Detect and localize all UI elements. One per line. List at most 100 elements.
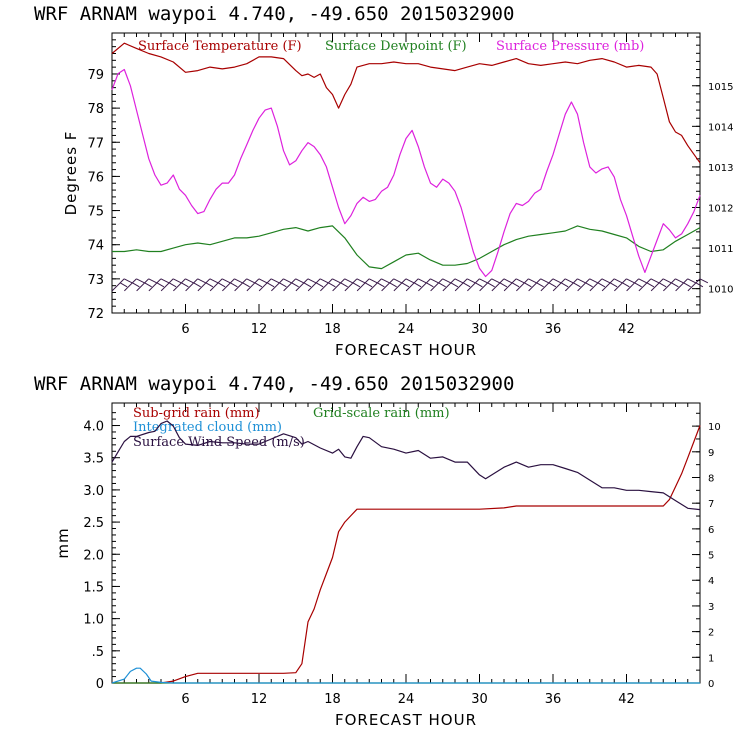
wind-barb-flag	[528, 278, 537, 284]
top-x-tick-label: 12	[251, 322, 268, 337]
wind-barb-flag	[426, 282, 434, 288]
wind-barb-flag	[185, 278, 194, 284]
wind-barb-flag	[377, 282, 385, 288]
wind-barb	[540, 278, 562, 292]
wind-barb-flag	[364, 282, 373, 288]
wind-barb-staff	[344, 278, 358, 292]
top-y2-tick-label: 1012	[708, 203, 733, 214]
wind-barb-flag	[221, 278, 231, 284]
wind-barb-staff	[614, 278, 627, 292]
wind-barb	[675, 278, 696, 292]
bottom-x-tick-label: 36	[545, 692, 562, 707]
wind-barb-flag	[687, 278, 696, 284]
top-x-tick-label: 30	[471, 322, 488, 337]
wind-barb	[320, 278, 341, 292]
wind-barb-staff	[185, 278, 198, 292]
top-series-surface-temperature-f	[111, 42, 701, 164]
wind-barb-flag	[671, 282, 679, 288]
wind-barb-flag	[393, 278, 402, 284]
wind-barb	[467, 278, 488, 292]
wind-barb-flag	[564, 278, 574, 284]
wind-barb-flag	[307, 278, 317, 284]
wind-barb-flag	[205, 282, 214, 288]
wind-barb-flag	[119, 282, 128, 288]
wind-barb-flag	[332, 278, 341, 284]
wind-barb-flag	[662, 278, 672, 284]
bottom-y2-tick-label: 8	[708, 473, 714, 484]
bottom-x-tick-label: 12	[251, 692, 268, 707]
wind-barb-flag	[499, 282, 508, 288]
top-y-tick-label: 74	[87, 239, 104, 254]
wind-barb	[552, 278, 574, 292]
bottom-y-tick-label: 4.0	[83, 420, 104, 435]
wind-barb-staff	[160, 278, 174, 292]
wind-barb	[124, 278, 145, 292]
wind-barb-flag	[295, 278, 304, 284]
wind-barb-staff	[124, 278, 137, 292]
wind-barb-staff	[173, 278, 186, 292]
wind-barb-staff	[589, 278, 603, 292]
bottom-y2-tick-label: 4	[708, 576, 714, 587]
wind-barb-staff	[258, 278, 272, 292]
top-series-surface-pressure-mb	[111, 68, 701, 278]
wind-barb-flag	[181, 282, 189, 288]
legend-surface-wind-speed-m-s: Surface Wind Speed (m/s)	[133, 435, 305, 450]
wind-barb	[393, 278, 415, 292]
wind-barb-flag	[328, 282, 336, 288]
wind-barb-staff	[675, 278, 688, 292]
top-chart-title: WRF ARNAM waypoi 4.740, -49.650 20150329…	[34, 3, 514, 25]
wind-barb-staff	[552, 278, 566, 292]
wind-barb-staff	[687, 278, 701, 292]
wind-barb-staff	[663, 278, 676, 292]
top-x-tick-label: 42	[618, 322, 635, 337]
wind-barb-staff	[467, 278, 480, 292]
wind-barb-flag	[148, 278, 157, 284]
wind-barb-flag	[413, 282, 422, 288]
wind-barb-flag	[340, 282, 348, 288]
wind-barb	[577, 278, 598, 292]
wind-barb	[356, 278, 378, 292]
wind-barb-flag	[291, 282, 299, 288]
top-y-tick-label: 76	[87, 170, 104, 185]
wind-barb-flag	[491, 278, 500, 284]
wind-barb-flag	[536, 282, 544, 288]
wind-barb-flag	[548, 282, 557, 288]
bottom-y2-tick-label: 6	[708, 525, 714, 536]
wind-barb	[283, 278, 304, 292]
bottom-y2-tick-label: 2	[708, 628, 714, 639]
bottom-x-tick-label: 6	[181, 692, 189, 707]
bottom-series-integrated-cloud-mm	[111, 667, 700, 684]
wind-barb-flag	[675, 278, 684, 284]
bottom-y-tick-label: 1.0	[83, 613, 104, 628]
wind-barb-flag	[540, 278, 549, 284]
wind-barb	[258, 278, 280, 292]
wind-barb-flag	[144, 282, 152, 288]
top-y-axis-label: Degrees F	[62, 131, 80, 216]
wind-barb	[271, 278, 292, 292]
wind-barb-flag	[123, 278, 133, 284]
wind-barb-flag	[589, 278, 598, 284]
wind-barb-staff	[356, 278, 370, 292]
wind-barb-flag	[319, 278, 329, 284]
wind-barb-staff	[148, 278, 162, 292]
wind-barb	[197, 278, 219, 292]
top-y2-tick-label: 1011	[708, 244, 733, 255]
top-y2-tick-label: 1015	[708, 82, 733, 93]
bottom-series-sub-grid-rain-mm	[112, 425, 701, 684]
top-x-tick-label: 6	[181, 322, 189, 337]
bottom-y-tick-label: 3.0	[83, 484, 104, 499]
wind-barb-flag	[368, 278, 378, 284]
top-y-tick-label: 73	[87, 273, 104, 288]
wind-barb-flag	[156, 282, 165, 288]
bottom-y-tick-label: 0	[96, 677, 104, 692]
bottom-x-axis-label: FORECAST HOUR	[335, 711, 477, 729]
wind-barb-staff	[307, 278, 321, 292]
bottom-y-tick-label: 3.5	[83, 452, 104, 467]
wind-barb-staff	[320, 278, 333, 292]
wind-barb	[234, 278, 255, 292]
wind-barb	[160, 278, 182, 292]
wind-barb-flag	[626, 278, 635, 284]
wind-barb	[454, 278, 476, 292]
wind-barb-flag	[613, 278, 623, 284]
